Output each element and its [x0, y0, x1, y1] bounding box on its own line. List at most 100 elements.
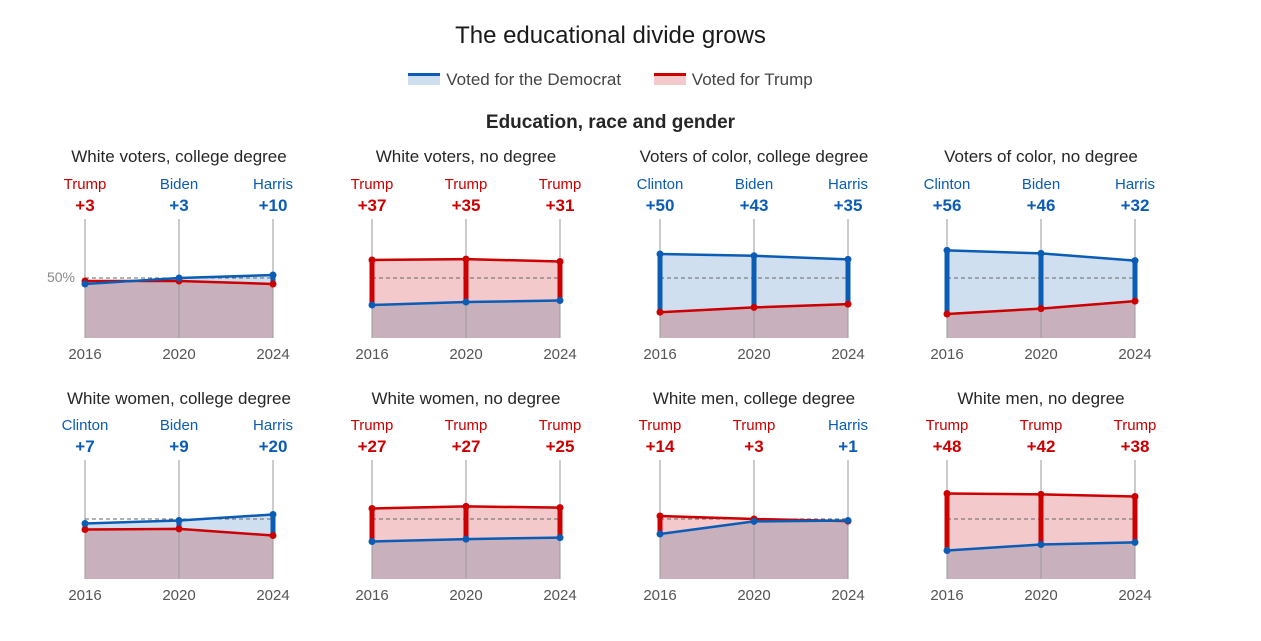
democrat-point	[81, 280, 89, 288]
trump-point	[1131, 493, 1139, 500]
year-label: 2020	[1024, 587, 1057, 604]
gap-area	[372, 506, 466, 542]
trump-point	[750, 303, 758, 311]
year-label: 2020	[737, 587, 770, 604]
margin-label: +9	[169, 437, 188, 456]
trump-point	[462, 255, 470, 263]
winner-label: Trump	[1020, 417, 1063, 434]
panel-title: White men, no degree	[957, 389, 1124, 408]
democrat-point	[750, 517, 758, 525]
section-title: Education, race and gender	[485, 112, 736, 133]
panel-title: Voters of color, college degree	[640, 147, 869, 166]
trump-point	[556, 258, 564, 265]
gap-area	[372, 259, 466, 305]
legend: Voted for the Democrat Voted for Trump	[0, 70, 1221, 90]
year-label: 2020	[1024, 346, 1057, 363]
winner-label: Trump	[539, 176, 582, 193]
gap-area	[754, 255, 848, 308]
chart-panel: Voters of color, no degree Clinton +56 Bide…	[924, 147, 1155, 363]
margin-label: +37	[358, 196, 387, 215]
chart-panel: White men, no degree Trump +48 Trump +42 Trum…	[926, 389, 1157, 604]
chart-title: The educational divide grows	[455, 22, 766, 49]
panel-title: White voters, college degree	[71, 147, 286, 166]
gap-area	[947, 493, 1041, 551]
panel-title: White women, college degree	[67, 389, 291, 408]
winner-label: Biden	[735, 176, 773, 193]
winner-label: Trump	[351, 176, 394, 193]
year-label: 2024	[543, 587, 576, 604]
winner-label: Trump	[733, 417, 776, 434]
trump-point	[175, 525, 183, 533]
trump-point	[844, 300, 852, 308]
year-label: 2024	[1118, 346, 1151, 363]
margin-label: +38	[1121, 437, 1150, 456]
democrat-point	[750, 252, 758, 260]
margin-label: +42	[1027, 437, 1056, 456]
chart-panel: White women, no degree Trump +27 Trump +27 Tr…	[351, 389, 582, 604]
year-label: 2024	[256, 587, 289, 604]
margin-label: +31	[546, 196, 575, 215]
trump-point	[368, 256, 376, 264]
panel-title: White women, no degree	[372, 389, 561, 408]
winner-label: Trump	[1114, 417, 1157, 434]
trump-point	[943, 490, 951, 497]
democrat-point	[556, 534, 564, 542]
margin-label: +35	[452, 196, 481, 215]
margin-label: +20	[259, 437, 288, 456]
margin-label: +14	[646, 437, 675, 456]
democrat-point	[943, 547, 951, 554]
year-label: 2016	[355, 587, 388, 604]
margin-label: +1	[838, 437, 857, 456]
winner-label: Trump	[445, 176, 488, 193]
gap-area	[466, 259, 560, 302]
margin-label: +27	[452, 437, 481, 456]
chart-panel: White voters, no degree Trump +37 Trump +35 T…	[351, 147, 582, 363]
margin-label: +48	[933, 437, 962, 456]
margin-label: +3	[744, 437, 763, 456]
legend-label-democrat: Voted for the Democrat	[446, 70, 622, 89]
margin-label: +43	[740, 196, 769, 215]
winner-label: Harris	[828, 417, 868, 434]
trump-point	[556, 504, 564, 512]
trump-point	[1037, 305, 1045, 313]
democrat-point	[1037, 541, 1045, 548]
reference-label: 50%	[47, 269, 75, 285]
trump-point	[656, 512, 664, 520]
winner-label: Harris	[253, 176, 293, 193]
chart-panel: White women, college degree Clinton +7 Bide…	[62, 389, 293, 604]
margin-label: +46	[1027, 196, 1056, 215]
year-label: 2024	[1118, 587, 1151, 604]
winner-label: Harris	[253, 417, 293, 434]
trump-point	[81, 526, 89, 533]
winner-label: Trump	[639, 417, 682, 434]
margin-label: +3	[75, 196, 94, 215]
winner-label: Trump	[351, 417, 394, 434]
chart-panel: White men, college degree Trump +14 Trump +3…	[639, 389, 868, 604]
winner-label: Clinton	[62, 417, 109, 434]
winner-label: Harris	[1115, 176, 1155, 193]
winner-label: Trump	[926, 417, 969, 434]
trump-point	[269, 280, 277, 288]
panel-title: White men, college degree	[653, 389, 855, 408]
winner-label: Clinton	[637, 176, 684, 193]
gap-area	[660, 516, 754, 534]
democrat-point	[81, 520, 89, 527]
legend-item-democrat: Voted for the Democrat	[408, 70, 621, 90]
democrat-point	[656, 530, 664, 538]
year-label: 2016	[930, 587, 963, 604]
democrat-point	[368, 301, 376, 309]
year-label: 2020	[449, 587, 482, 604]
margin-label: +27	[358, 437, 387, 456]
gap-area	[466, 506, 560, 540]
year-label: 2024	[831, 346, 864, 363]
margin-label: +56	[933, 196, 962, 215]
margin-label: +50	[646, 196, 675, 215]
winner-label: Trump	[64, 176, 107, 193]
democrat-point	[556, 297, 564, 304]
trump-point	[462, 502, 470, 510]
year-label: 2016	[643, 346, 676, 363]
margin-label: +32	[1121, 196, 1150, 215]
democrat-point	[943, 246, 951, 254]
trump-point	[1131, 297, 1139, 305]
winner-label: Biden	[160, 417, 198, 434]
